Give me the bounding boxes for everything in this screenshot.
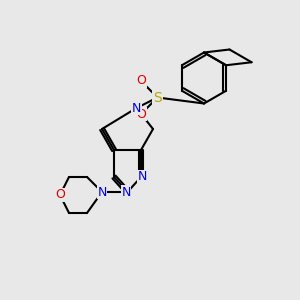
Text: N: N	[121, 185, 131, 199]
Text: N: N	[138, 170, 147, 184]
Text: S: S	[153, 91, 162, 104]
Text: O: O	[136, 74, 146, 88]
Text: O: O	[55, 188, 65, 202]
Text: N: N	[97, 185, 107, 199]
Text: N: N	[132, 101, 141, 115]
Text: O: O	[136, 107, 146, 121]
